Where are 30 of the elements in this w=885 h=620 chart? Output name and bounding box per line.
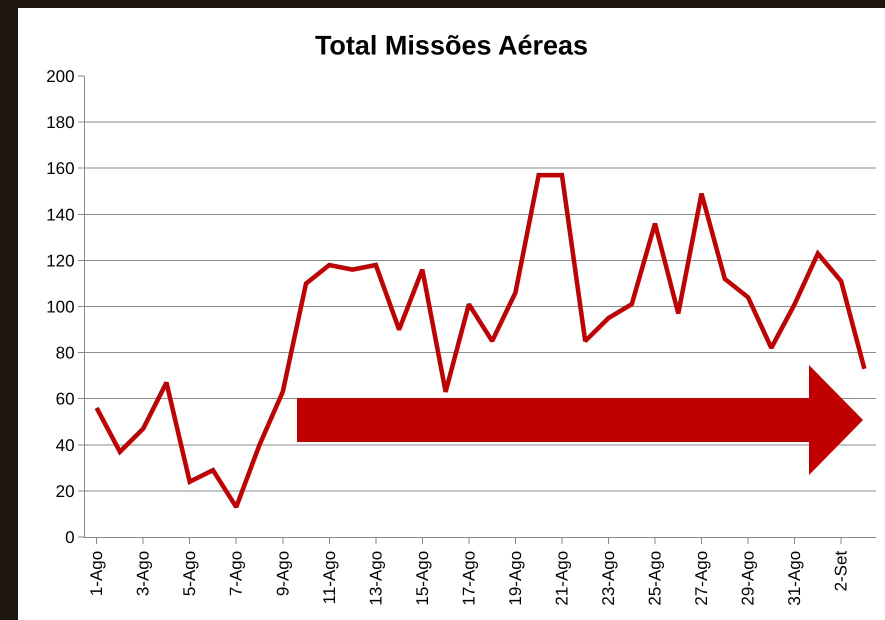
y-tick-label: 100 [46,297,75,316]
x-tick-label: 23-Ago [598,550,618,606]
x-tick-label: 5-Ago [180,550,200,596]
x-tick-label: 9-Ago [273,550,292,596]
x-tick-label: 13-Ago [366,550,386,606]
x-tick-label: 21-Ago [552,550,572,606]
x-tick-label: 15-Ago [412,550,432,606]
x-tick-label: 7-Ago [226,550,246,596]
x-tick-label: 29-Ago [738,550,758,606]
y-tick-label: 60 [56,390,75,409]
y-tick-label: 200 [46,66,75,86]
x-tick-label: 17-Ago [459,550,478,606]
x-tick-label: 1-Ago [87,550,106,596]
x-tick-label: 31-Ago [785,550,804,606]
y-tick-label: 160 [46,159,75,178]
chart-title: Total Missões Aéreas [314,30,588,60]
x-tick-label: 2-Set [832,550,851,592]
y-tick-label: 120 [46,251,75,270]
x-tick-label: 25-Ago [646,550,665,606]
x-tick-label: 3-Ago [134,550,153,596]
x-tick-label: 19-Ago [506,550,525,606]
y-tick-label: 0 [65,528,75,547]
x-tick-label: 27-Ago [692,550,712,606]
y-tick-label: 180 [46,113,75,132]
line-series [94,172,867,510]
x-tick-label: 11-Ago [320,550,339,604]
y-tick-label: 80 [56,344,75,363]
y-tick-label: 140 [46,205,75,224]
y-tick-label: 20 [56,482,75,501]
y-tick-label: 40 [56,436,75,455]
